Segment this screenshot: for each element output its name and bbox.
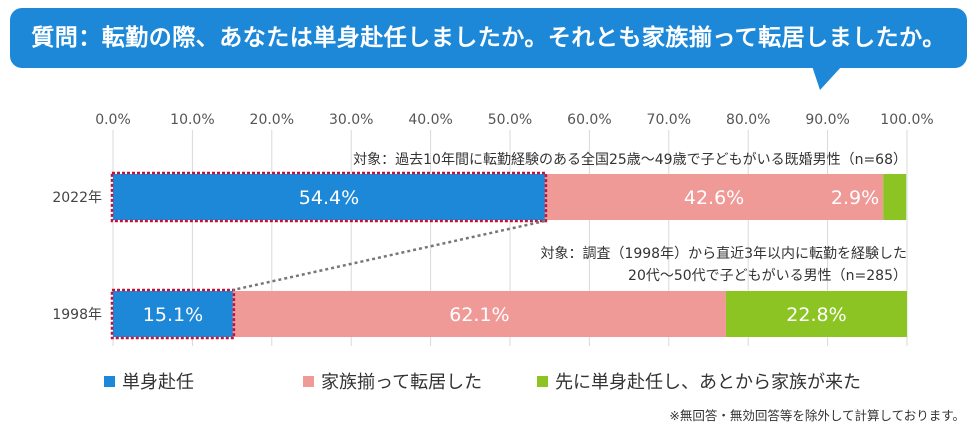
bar-segment [113, 174, 545, 220]
connector-line [232, 219, 546, 292]
legend-swatch [303, 376, 314, 387]
bar-segment [232, 291, 726, 337]
bar-segment [883, 174, 907, 220]
y-category-label: 2022年 [52, 190, 102, 206]
highlight-box [110, 171, 548, 223]
bar-segment [544, 174, 884, 220]
x-tick-label: 60.0% [567, 112, 611, 128]
bar-segment [725, 291, 907, 337]
data-label: 42.6% [684, 187, 744, 209]
question-banner: 質問：転勤の際、あなたは単身赴任しましたか。それとも家族揃って転居しましたか。 [10, 8, 967, 68]
data-label: 54.4% [299, 187, 359, 209]
data-label: 22.8% [786, 304, 846, 326]
bar-segment [113, 291, 233, 337]
annotation-1998-line1: 対象：調査（1998年）から直近3年以内に転勤を経験した [540, 245, 907, 262]
legend-label: 先に単身赴任し、あとから家族が来た [555, 372, 861, 393]
data-label: 15.1% [143, 304, 203, 326]
data-label: 62.1% [449, 304, 509, 326]
x-tick-label: 50.0% [488, 112, 532, 128]
legend-swatch [104, 376, 115, 387]
footnote: ※無回答・無効回答等を除外して計算しております。 [669, 408, 965, 423]
x-tick-label: 40.0% [408, 112, 452, 128]
x-tick-label: 10.0% [170, 112, 214, 128]
speech-bubble-tail [812, 66, 842, 90]
x-tick-label: 70.0% [647, 112, 691, 128]
x-tick-label: 100.0% [880, 112, 933, 128]
question-text: 質問：転勤の際、あなたは単身赴任しましたか。それとも家族揃って転居しましたか。 [31, 25, 946, 51]
y-category-label: 1998年 [52, 307, 102, 323]
data-label: 2.9% [831, 187, 879, 209]
x-tick-label: 90.0% [805, 112, 849, 128]
x-tick-label: 30.0% [329, 112, 373, 128]
x-tick-label: 80.0% [726, 112, 770, 128]
annotation-1998-line2: 20代～50代で子どもがいる男性（n=285） [628, 268, 907, 284]
legend-swatch [537, 376, 548, 387]
legend-label: 家族揃って転居した [321, 372, 482, 393]
annotation-2022: 対象：過去10年間に転勤経験のある全国25歳～49歳で子どもがいる既婚男性（n=… [353, 151, 907, 168]
x-tick-label: 20.0% [250, 112, 294, 128]
x-tick-label: 0.0% [95, 112, 131, 128]
legend-label: 単身赴任 [122, 372, 194, 393]
highlight-box [110, 288, 236, 340]
